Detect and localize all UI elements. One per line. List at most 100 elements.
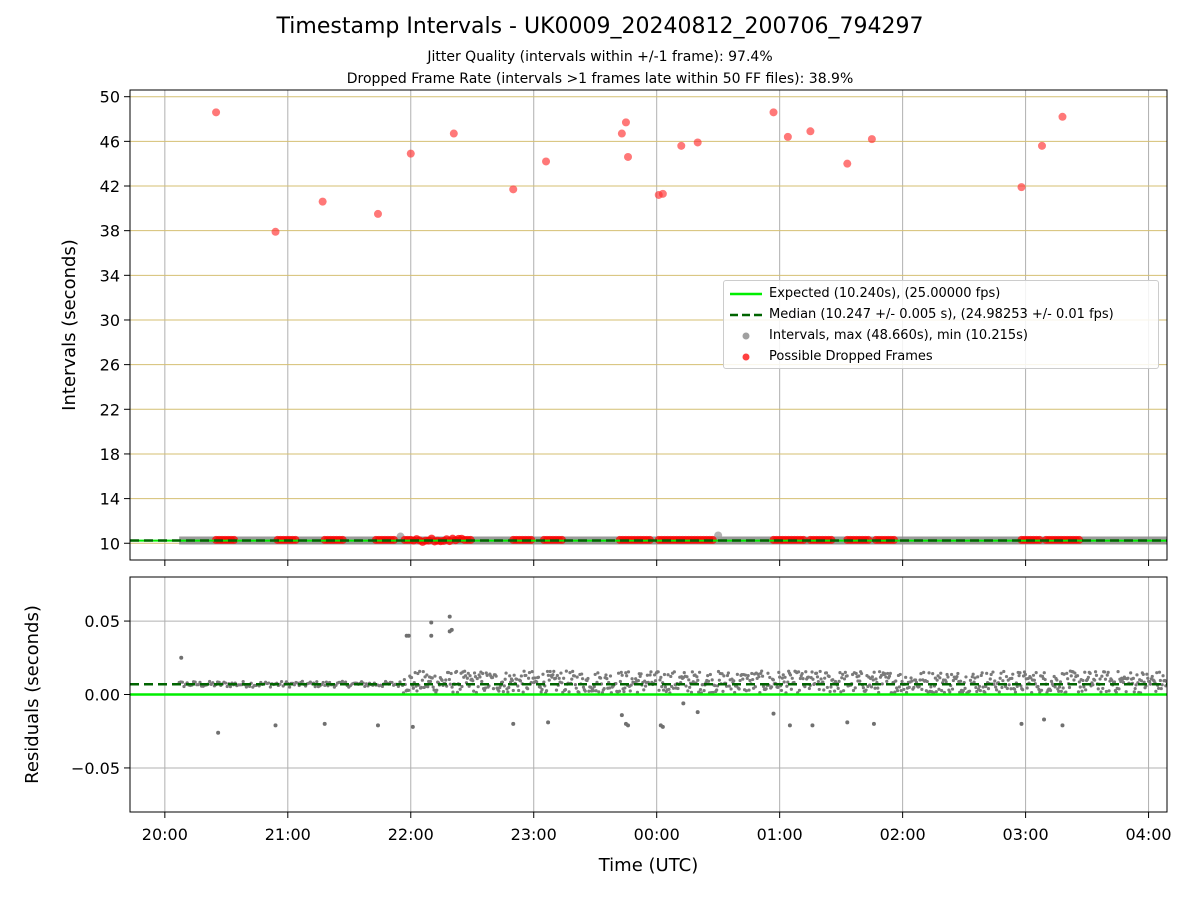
residual-point: [548, 669, 552, 674]
residual-point: [540, 687, 544, 692]
residual-point: [900, 679, 904, 684]
residual-point: [804, 670, 808, 674]
residual-point: [732, 679, 736, 683]
dropped-frame-point: [542, 157, 551, 166]
residual-point: [1131, 676, 1135, 680]
bottom-y-tick-label: 0.00: [84, 686, 120, 705]
residual-point: [628, 689, 632, 693]
x-axis-label: Time (UTC): [598, 855, 699, 876]
residual-point: [768, 675, 772, 680]
residual-point: [790, 676, 794, 680]
residual-point: [428, 679, 433, 684]
residual-point: [817, 687, 821, 692]
residual-point: [771, 678, 775, 682]
residual-point: [407, 688, 411, 692]
residual-point: [858, 679, 862, 683]
residual-point: [853, 686, 857, 690]
residual-point: [587, 689, 591, 693]
residual-point: [737, 687, 741, 691]
residual-point: [1084, 688, 1088, 692]
residual-point: [1067, 685, 1072, 690]
residual-point: [1007, 683, 1011, 687]
residual-point: [666, 673, 670, 677]
residual-point: [806, 675, 811, 679]
residual-point: [1126, 676, 1130, 680]
residual-point: [617, 689, 622, 693]
residual-point: [300, 679, 304, 683]
residual-point: [713, 683, 717, 688]
residual-point: [743, 673, 748, 677]
residual-point: [738, 678, 742, 683]
residual-point: [786, 680, 790, 684]
residual-point: [1080, 689, 1084, 693]
residual-point: [500, 680, 505, 684]
residual-point: [555, 673, 559, 678]
residual-point: [660, 684, 664, 689]
residual-point: [1062, 672, 1066, 676]
dropped-frame-point: [406, 149, 415, 158]
x-tick-label: 02:00: [880, 825, 926, 844]
residual-point: [545, 669, 550, 674]
residual-point: [570, 677, 574, 681]
dropped-frame-point: [677, 141, 686, 150]
residual-point: [695, 675, 699, 679]
top-y-tick-label: 22: [100, 400, 120, 419]
residual-point: [1161, 674, 1165, 678]
residual-point: [669, 674, 673, 679]
residual-point: [1114, 690, 1118, 694]
residual-point: [783, 675, 787, 679]
residual-point: [409, 675, 414, 680]
residual-point: [933, 676, 937, 680]
residual-point: [970, 675, 974, 679]
residual-point: [843, 670, 847, 674]
residual-point: [857, 674, 861, 678]
residual-point: [927, 671, 931, 675]
residual-point: [518, 679, 523, 683]
residual-point: [521, 690, 525, 694]
residual-point: [992, 682, 996, 686]
residual-point: [196, 683, 200, 687]
residual-outlier-point: [410, 724, 415, 729]
residual-point: [554, 688, 559, 692]
residual-point: [193, 680, 197, 684]
residual-point: [950, 687, 955, 691]
residual-point: [1093, 670, 1098, 674]
residual-point: [741, 677, 745, 681]
residual-point: [1053, 685, 1057, 689]
residual-point: [1147, 679, 1152, 684]
residual-outlier-point: [511, 721, 516, 726]
residual-point: [929, 685, 933, 689]
residual-point: [480, 679, 484, 684]
residual-point: [697, 690, 701, 694]
residual-point: [842, 677, 847, 681]
residual-point: [315, 680, 319, 684]
residual-point: [1032, 678, 1036, 682]
dropped-frame-point: [509, 185, 518, 194]
residual-point: [980, 671, 984, 675]
residual-point: [476, 685, 480, 689]
residual-point: [535, 680, 539, 684]
residual-point: [1057, 685, 1062, 689]
median-dashed-marker: [730, 313, 762, 317]
residual-point: [527, 670, 532, 675]
residual-point: [425, 673, 429, 677]
residual-point: [1117, 687, 1121, 691]
residual-point: [710, 678, 714, 682]
residual-point: [977, 684, 982, 688]
residual-point: [917, 684, 921, 689]
residual-outlier-point: [1042, 717, 1047, 722]
residual-point: [586, 676, 590, 681]
residual-point: [975, 689, 979, 694]
residual-point: [984, 684, 988, 689]
residual-point: [334, 683, 338, 687]
residual-point: [722, 674, 726, 678]
dropped-frame-point: [212, 108, 221, 117]
residual-point: [511, 688, 515, 693]
residual-point: [538, 685, 542, 689]
dropped-frame-point: [373, 209, 382, 218]
residual-point: [623, 686, 627, 690]
residual-outlier-point: [322, 721, 327, 726]
residual-point: [415, 689, 419, 693]
residual-point: [657, 688, 661, 692]
residual-point: [1120, 677, 1125, 681]
